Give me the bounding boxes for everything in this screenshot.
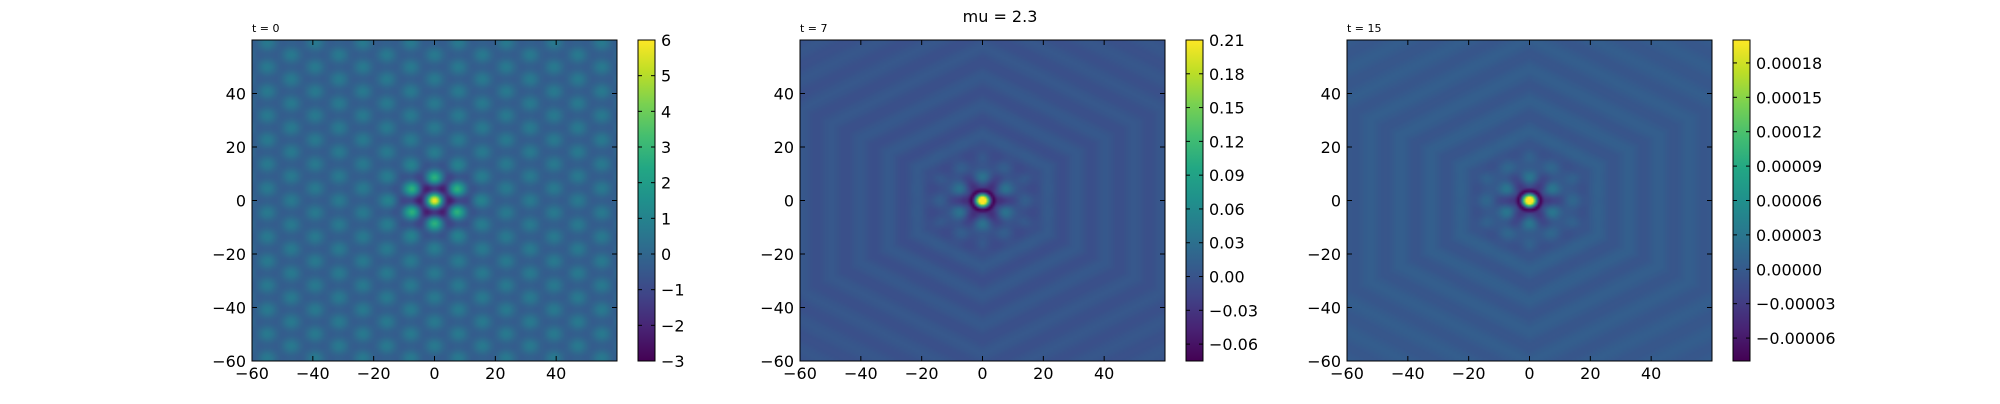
colorbar-tick-label: 5 — [661, 67, 671, 86]
y-tick-label: −60 — [1307, 352, 1341, 371]
y-tick-label: 40 — [774, 85, 794, 104]
colorbar — [637, 39, 656, 362]
colorbar-tick-label: −1 — [661, 281, 685, 300]
colorbar-tick-label: −0.00006 — [1756, 329, 1836, 348]
y-tick-label: 0 — [784, 192, 794, 211]
y-tick-label: 20 — [1321, 138, 1341, 157]
x-tick-label: −20 — [905, 364, 939, 383]
colorbar-tick-label: 6 — [661, 31, 671, 50]
x-tick-label: 20 — [1580, 364, 1600, 383]
figure-suptitle: mu = 2.3 — [963, 7, 1038, 26]
colorbar-tick-label: −3 — [661, 352, 685, 371]
colorbar-tick-label: 0.00009 — [1756, 157, 1822, 176]
colorbar-tick-label: 2 — [661, 174, 671, 193]
y-tick-label: −60 — [760, 352, 794, 371]
colorbar-tick-label: 0 — [661, 245, 671, 264]
y-tick-label: −40 — [760, 299, 794, 318]
x-tick-label: −40 — [1391, 364, 1425, 383]
colorbar-tick-label: −0.00003 — [1756, 295, 1836, 314]
y-tick-label: −20 — [760, 245, 794, 264]
colorbar-tick-label: 0.00012 — [1756, 123, 1822, 142]
x-tick-label: −40 — [844, 364, 878, 383]
x-tick-label: 0 — [429, 364, 439, 383]
y-tick-label: −40 — [1307, 299, 1341, 318]
x-tick-label: −20 — [1452, 364, 1486, 383]
x-tick-label: −20 — [357, 364, 391, 383]
chart-panel-1: t = 7 −60 −40 −20 0 20 40 −60 −40 −20 0 20 40 −0.06 −0… — [760, 22, 1258, 383]
x-tick-label: −60 — [235, 364, 269, 383]
colorbar-tick-label: 0.00 — [1209, 268, 1245, 287]
x-tick-label: 20 — [485, 364, 505, 383]
colorbar-tick-label: −0.06 — [1209, 335, 1258, 354]
x-tick-label: −40 — [296, 364, 330, 383]
x-tick-label: 20 — [1033, 364, 1053, 383]
colorbar-tick-label: 1 — [661, 209, 671, 228]
subplot-title: t = 7 — [800, 22, 828, 35]
colorbar-tick-label: 0.15 — [1209, 99, 1245, 118]
colorbar-tick-label: 0.00003 — [1756, 226, 1822, 245]
chart-panel-0: t = 0 −60 −40 −20 0 20 40 −60 −40 −20 0 20 40 −3 −2 −1 0… — [212, 22, 684, 383]
x-tick-label: 40 — [546, 364, 566, 383]
y-tick-label: −20 — [212, 245, 246, 264]
chart-panel-2: t = 15 −60 −40 −20 0 20 40 −60 −40 −20 0 20 40 −0.000… — [1307, 22, 1835, 383]
colorbar-tick-label: 0.12 — [1209, 132, 1245, 151]
y-tick-label: 20 — [774, 138, 794, 157]
colorbar-tick-label: 0.00006 — [1756, 192, 1822, 211]
colorbar-tick-label: 0.18 — [1209, 65, 1245, 84]
colorbar-tick-label: 3 — [661, 138, 671, 157]
colorbar-tick-label: 0.09 — [1209, 166, 1245, 185]
x-tick-label: −60 — [783, 364, 817, 383]
x-tick-label: 40 — [1094, 364, 1114, 383]
x-tick-label: 0 — [1524, 364, 1534, 383]
colorbar-tick-label: −2 — [661, 316, 685, 335]
colorbar-tick-label: 0.00018 — [1756, 54, 1822, 73]
y-tick-label: 40 — [1321, 85, 1341, 104]
y-tick-label: 20 — [226, 138, 246, 157]
colorbar-tick-label: 0.03 — [1209, 234, 1245, 253]
colorbar-tick-label: 0.06 — [1209, 200, 1245, 219]
colorbar-tick-label: 0.00000 — [1756, 260, 1822, 279]
x-tick-label: 0 — [977, 364, 987, 383]
x-tick-label: −60 — [1330, 364, 1364, 383]
subplot-title: t = 15 — [1347, 22, 1382, 35]
colorbar-tick-label: 0.00015 — [1756, 88, 1822, 107]
y-tick-label: 40 — [226, 85, 246, 104]
y-tick-label: −20 — [1307, 245, 1341, 264]
subplot-title: t = 0 — [252, 22, 280, 35]
heatmap-image — [252, 40, 617, 361]
colorbar-tick-label: 0.21 — [1209, 31, 1245, 50]
y-tick-label: 0 — [236, 192, 246, 211]
colorbar-tick-label: 4 — [661, 102, 671, 121]
heatmap-image — [1347, 40, 1712, 361]
colorbar-tick-label: −0.03 — [1209, 301, 1258, 320]
heatmap-image — [800, 40, 1165, 361]
x-tick-label: 40 — [1641, 364, 1661, 383]
colorbar — [1185, 39, 1204, 362]
y-tick-label: 0 — [1331, 192, 1341, 211]
y-tick-label: −60 — [212, 352, 246, 371]
y-tick-label: −40 — [212, 299, 246, 318]
